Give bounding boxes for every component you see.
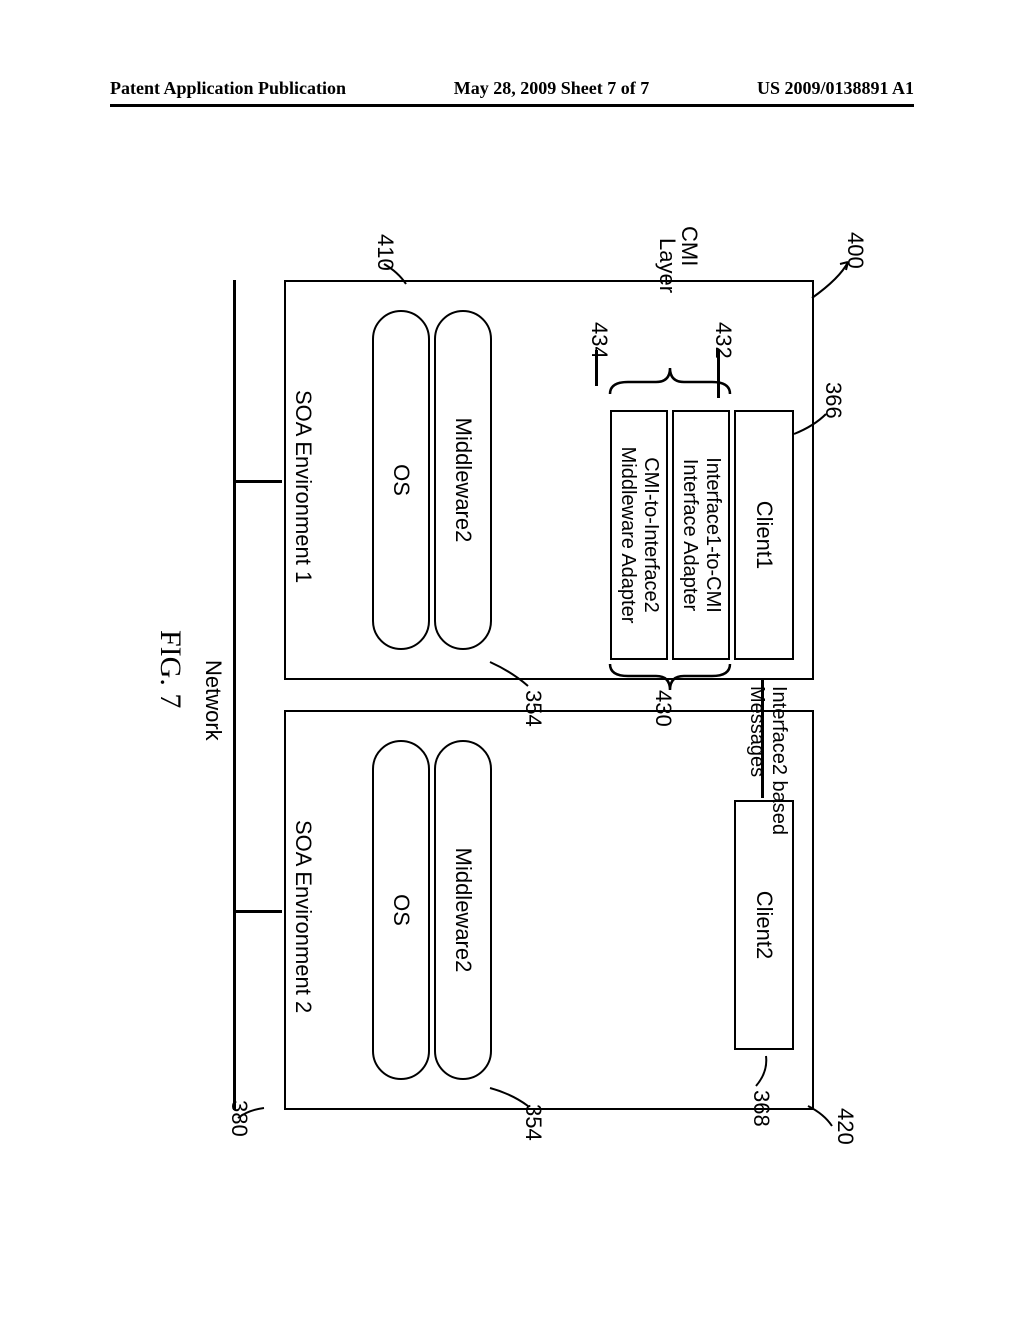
ref-434: 434: [586, 322, 612, 359]
mw1-label: Middleware2: [450, 418, 476, 543]
cmi-to-interface2-adapter-box: CMI-to-Interface2 Middleware Adapter: [610, 410, 668, 660]
adapter1-line2: Interface Adapter: [678, 459, 701, 611]
interface2-messages-label: Interface2 based Messages: [746, 686, 790, 835]
ref-432: 432: [710, 322, 736, 359]
os2-label: OS: [388, 894, 414, 926]
adapter2-line2: Middleware Adapter: [616, 447, 639, 624]
interface1-to-cmi-adapter-box: Interface1-to-CMI Interface Adapter: [672, 410, 730, 660]
ref-354-left: 354: [520, 690, 546, 727]
client1-box: Client1: [734, 410, 794, 660]
middleware1-capsule: Middleware2: [434, 310, 492, 650]
if2-line2: Messages: [746, 686, 768, 835]
header-right: US 2009/0138891 A1: [757, 78, 914, 99]
figure-wrapper: Client1 Client2 Interface1-to-CMI Interf…: [112, 160, 912, 1160]
page: Patent Application Publication May 28, 2…: [0, 0, 1024, 1320]
ref430-brace-icon: [608, 662, 732, 692]
lead-354a-icon: [488, 660, 530, 690]
adapter2-line1: CMI-to-Interface2: [639, 457, 662, 613]
client2-box: Client2: [734, 800, 794, 1050]
os1-label: OS: [388, 464, 414, 496]
page-header: Patent Application Publication May 28, 2…: [0, 78, 1024, 99]
layer-label: Layer: [654, 238, 680, 293]
os2-capsule: OS: [372, 740, 430, 1080]
interface2-msg-connector: [761, 680, 764, 798]
lead-410-icon: [382, 262, 408, 286]
client1-label: Client1: [751, 501, 777, 569]
if2-line1: Interface2 based: [768, 686, 790, 835]
client2-label: Client2: [751, 891, 777, 959]
lead-420-icon: [806, 1102, 834, 1130]
lead-434-line: [595, 350, 598, 386]
os1-capsule: OS: [372, 310, 430, 650]
mw2-label: Middleware2: [450, 848, 476, 973]
lead-380-icon: [236, 1104, 266, 1124]
ref-430: 430: [650, 690, 676, 727]
header-center: May 28, 2009 Sheet 7 of 7: [454, 78, 649, 99]
figure-caption: FIG. 7: [153, 630, 187, 708]
network-label: Network: [200, 660, 226, 741]
lead-368-icon: [752, 1054, 770, 1088]
network-stub-1: [234, 480, 282, 483]
lead-400-icon: [810, 260, 850, 300]
adapter1-line1: Interface1-to-CMI: [701, 457, 724, 613]
lead-354b-icon: [488, 1086, 530, 1110]
network-line: [233, 280, 236, 1110]
env2-label: SOA Environment 2: [290, 820, 316, 1013]
env1-label: SOA Environment 1: [290, 390, 316, 583]
header-rule: [110, 104, 914, 107]
middleware2-capsule: Middleware2: [434, 740, 492, 1080]
lead-366-icon: [792, 410, 828, 438]
network-stub-2: [234, 910, 282, 913]
figure-rotated: Client1 Client2 Interface1-to-CMI Interf…: [152, 180, 872, 1140]
header-left: Patent Application Publication: [110, 78, 346, 99]
ref-420: 420: [832, 1108, 858, 1145]
cmi-layer-brace-icon: [608, 366, 732, 396]
fig7-diagram: Client1 Client2 Interface1-to-CMI Interf…: [152, 180, 872, 1140]
ref-368: 368: [748, 1090, 774, 1127]
